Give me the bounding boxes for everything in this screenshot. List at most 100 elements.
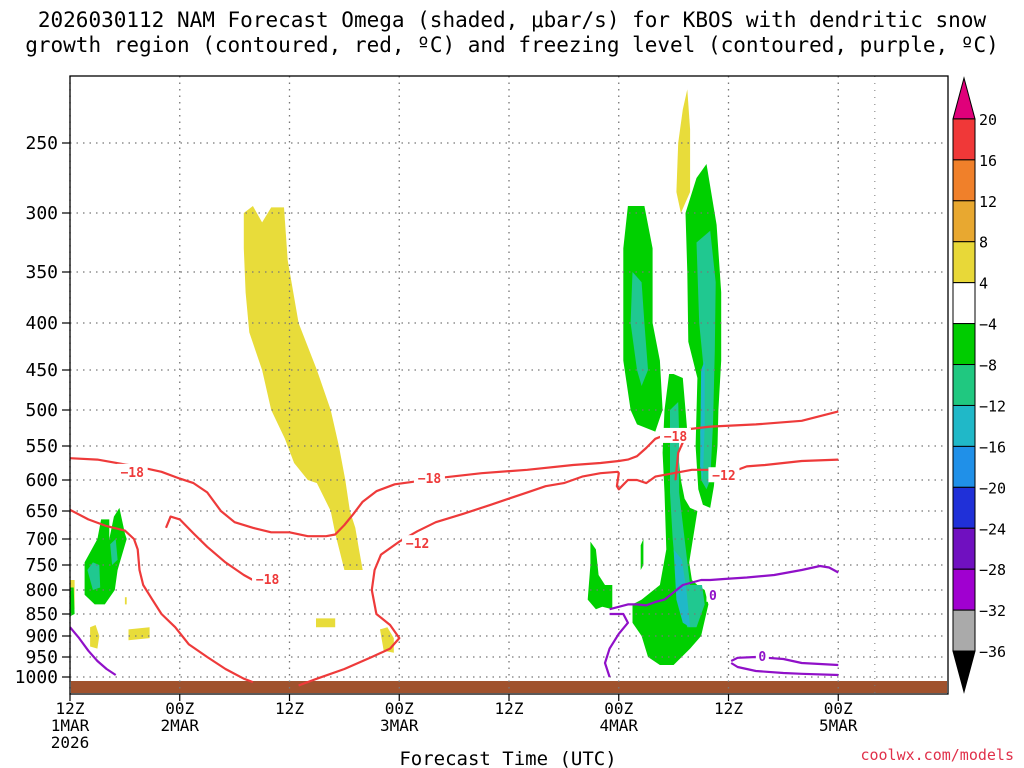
omega-region-m8-18 [87,562,101,590]
contour-label-6: 0 [709,589,717,604]
y-tick-label-900: 900 [25,626,58,647]
omega-region-m4-12 [640,539,644,570]
contour-freezing-e [730,662,839,677]
colorbar-label-11: −28 [979,561,1006,579]
y-tick-label-700: 700 [25,529,58,550]
colorbar-label-0: 20 [979,111,997,129]
colorbar-label-8: −16 [979,438,1006,456]
colorbar-swatch-9 [952,445,976,488]
y-tick-label-950: 950 [25,647,58,668]
contour-label-bg-6 [706,586,720,602]
contour-label-bg-0 [116,463,148,479]
x-tick-label-0-0: 12Z [56,699,85,718]
x-axis-label: Forecast Time (UTC) [399,748,616,768]
x-tick-label-72-0: 12Z [714,699,743,718]
contour-label-0: −18 [120,466,144,481]
y-tick-label-650: 650 [25,501,58,522]
y-tick-label-450: 450 [25,360,58,381]
omega-region-positive-0 [243,206,363,570]
contour-label-3: −12 [406,537,429,552]
chart-title-line-2: growth region (contoured, red, ºC) and f… [25,33,999,57]
contour-dgz--18-b [164,515,254,581]
colorbar-label-3: 8 [979,234,988,252]
colorbar-cap-top [952,76,976,120]
colorbar-swatch-4 [952,241,976,284]
contour-label-bg-2 [413,469,445,485]
contour-label-bg-7 [755,648,769,664]
x-tick-label-36-0: 00Z [385,699,414,718]
chart-title: 2026030112 NAM Forecast Omega (shaded, μ… [0,8,1024,58]
y-axis: 2503003504004505005506006507007508008509… [15,133,70,688]
omega-region-m8-15 [630,272,648,386]
omega-region-positive-4 [380,627,394,653]
contour-freezing-d [730,655,839,667]
colorbar-label-2: 12 [979,193,997,211]
x-tick-label-0-1: 1MAR [51,716,90,735]
y-tick-label-1000: 1000 [15,667,58,688]
contour-freezing-b [609,564,839,611]
contours [69,410,839,687]
contour-dgz--18-a [69,410,839,538]
colorbar-label-12: −32 [979,602,1006,620]
y-tick-label-500: 500 [25,400,58,421]
omega-region-positive-6 [124,597,127,605]
contour-label-bg-3 [402,535,434,551]
x-tick-label-84-0: 00Z [824,699,853,718]
colorbar: 20 16 12 8 4 −4 −8 −12 −16 −20 −24 −28 −32 −36 [952,76,1006,694]
y-tick-label-600: 600 [25,470,58,491]
colorbar-cap-bottom [952,650,976,694]
x-tick-label-48-0: 12Z [495,699,524,718]
colorbar-label-5: −4 [979,316,997,334]
colorbar-swatch-5 [952,282,976,325]
colorbar-swatch-6 [952,323,976,366]
colorbar-swatch-13 [952,609,976,652]
contour-freezing-a [69,626,117,676]
omega-region-positive-7 [676,89,691,213]
x-tick-label-60-1: 4MAR [599,716,638,735]
x-tick-label-36-1: 3MAR [380,716,419,735]
x-tick-label-84-1: 5MAR [819,716,858,735]
contour-label-4: −18 [664,430,688,445]
omega-region-positive-1 [90,625,100,649]
colorbar-swatch-10 [952,486,976,529]
grid [69,76,948,694]
omega-region-m12-20 [700,360,705,480]
y-tick-label-400: 400 [25,313,58,334]
x-tick-label-12-0: 00Z [165,699,194,718]
contour-label-bg-5 [708,467,740,483]
colorbar-swatch-2 [952,159,976,202]
x-tick-label-24-0: 12Z [275,699,304,718]
colorbar-label-6: −8 [979,357,997,375]
omega-region-positive-3 [316,618,336,628]
omega-shading [70,89,722,665]
omega-region-m12-21 [673,549,691,628]
contour-dgz--12-a [69,508,254,684]
colorbar-label-4: 4 [979,275,988,293]
y-tick-label-850: 850 [25,604,58,625]
x-tick-label-12-1: 2MAR [160,716,199,735]
colorbar-label-13: −36 [979,643,1006,661]
colorbar-swatch-11 [952,527,976,570]
colorbar-label-9: −20 [979,479,1006,497]
colorbar-label-10: −24 [979,520,1006,538]
contour-label-1: −18 [256,573,280,588]
y-tick-label-750: 750 [25,555,58,576]
contour-label-5: −12 [712,469,735,484]
contour-label-7: 0 [758,650,766,665]
colorbar-swatch-12 [952,568,976,611]
y-tick-label-800: 800 [25,580,58,601]
y-tick-label-300: 300 [25,203,58,224]
colorbar-swatch-8 [952,404,976,447]
y-tick-label-350: 350 [25,262,58,283]
contour-freezing-c [603,612,630,678]
contour-labels: −18 −18 −18 −12 −18 −12 0 0 [116,427,769,665]
y-tick-label-550: 550 [25,436,58,457]
omega-region-m4-11 [587,541,613,610]
plot-frame [69,75,949,695]
omega-region-m4-14 [70,587,75,617]
x-tick-label-0-2: 2026 [51,733,90,752]
colorbar-label-1: 16 [979,152,997,170]
x-tick-label-60-0: 00Z [604,699,633,718]
